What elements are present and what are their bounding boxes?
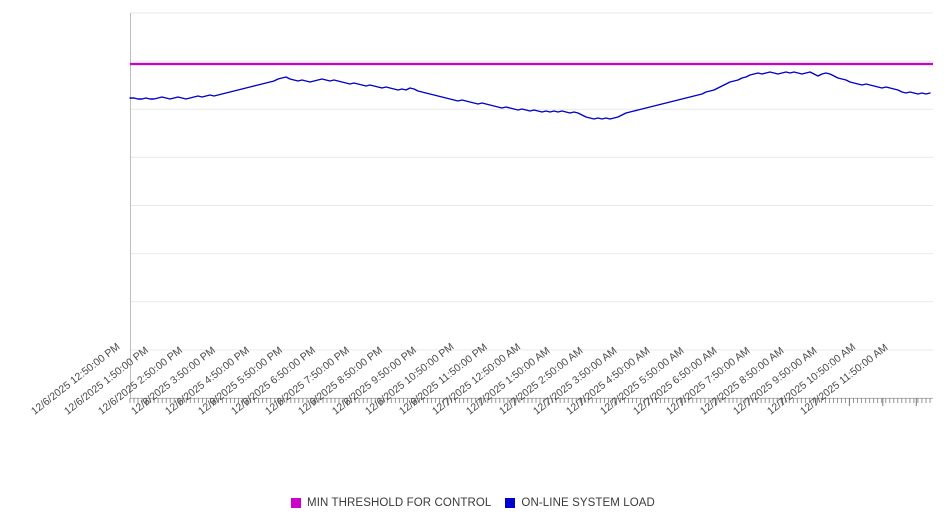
legend-item-system-load[interactable]: ON-LINE SYSTEM LOAD	[505, 497, 655, 509]
legend-label-min-threshold: MIN THRESHOLD FOR CONTROL	[307, 497, 492, 509]
square-swatch-icon	[505, 498, 516, 508]
square-swatch-icon	[291, 498, 302, 508]
on-line-system-load-line	[129, 71, 931, 120]
gridline-group	[130, 12, 933, 399]
x-axis-minor-tick-group	[129, 398, 931, 403]
chart-legend: MIN THRESHOLD FOR CONTROL ON-LINE SYSTEM…	[0, 497, 946, 509]
legend-label-system-load: ON-LINE SYSTEM LOAD	[521, 497, 655, 509]
x-axis-major-tick-group	[146, 398, 917, 406]
legend-item-min-threshold[interactable]: MIN THRESHOLD FOR CONTROL	[291, 497, 491, 509]
